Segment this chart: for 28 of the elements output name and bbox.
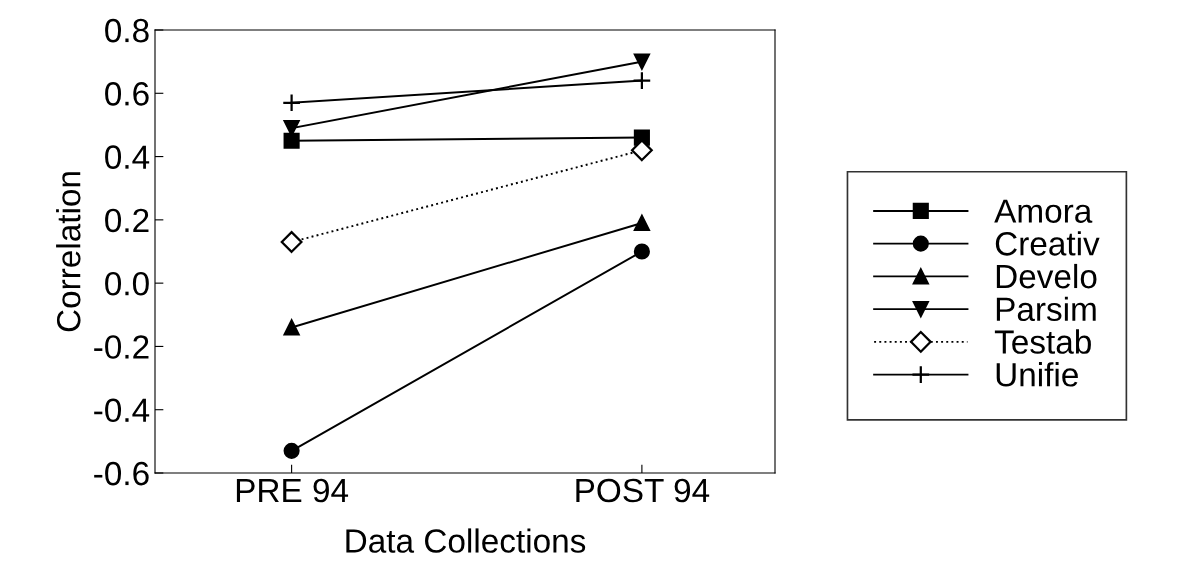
x-tick-label: POST 94 bbox=[576, 478, 710, 503]
y-tick-label: -0.2 bbox=[94, 335, 149, 359]
legend-label: Creativ bbox=[995, 231, 1100, 256]
legend-label: Unifie bbox=[996, 362, 1078, 387]
y-tick-label: 0.4 bbox=[105, 145, 150, 169]
point bbox=[283, 319, 300, 336]
y-tick-label: 0.2 bbox=[105, 208, 149, 233]
x-tick-label: PRE 94 bbox=[236, 478, 349, 503]
legend-label: Parsim bbox=[996, 296, 1096, 322]
y-tick-label: -0.6 bbox=[94, 461, 149, 486]
y-tick-label: 0.0 bbox=[105, 271, 149, 296]
point bbox=[633, 214, 650, 232]
legend-label: Testab bbox=[994, 329, 1091, 354]
y-tick-label: 0.8 bbox=[105, 18, 149, 43]
legend-label: Amora bbox=[994, 199, 1093, 223]
point bbox=[630, 139, 653, 162]
point bbox=[283, 442, 300, 459]
point bbox=[282, 93, 302, 113]
y-tick-label: -0.4 bbox=[94, 398, 150, 423]
legend-label: Develo bbox=[996, 263, 1097, 289]
x-axis-title: Data Collections bbox=[346, 528, 586, 553]
point bbox=[633, 53, 650, 70]
point bbox=[283, 132, 300, 149]
point bbox=[280, 231, 303, 253]
y-tick-label: 0.6 bbox=[105, 82, 149, 106]
y-axis-title: Correlation bbox=[56, 172, 81, 332]
point bbox=[632, 71, 652, 91]
point bbox=[633, 243, 650, 260]
